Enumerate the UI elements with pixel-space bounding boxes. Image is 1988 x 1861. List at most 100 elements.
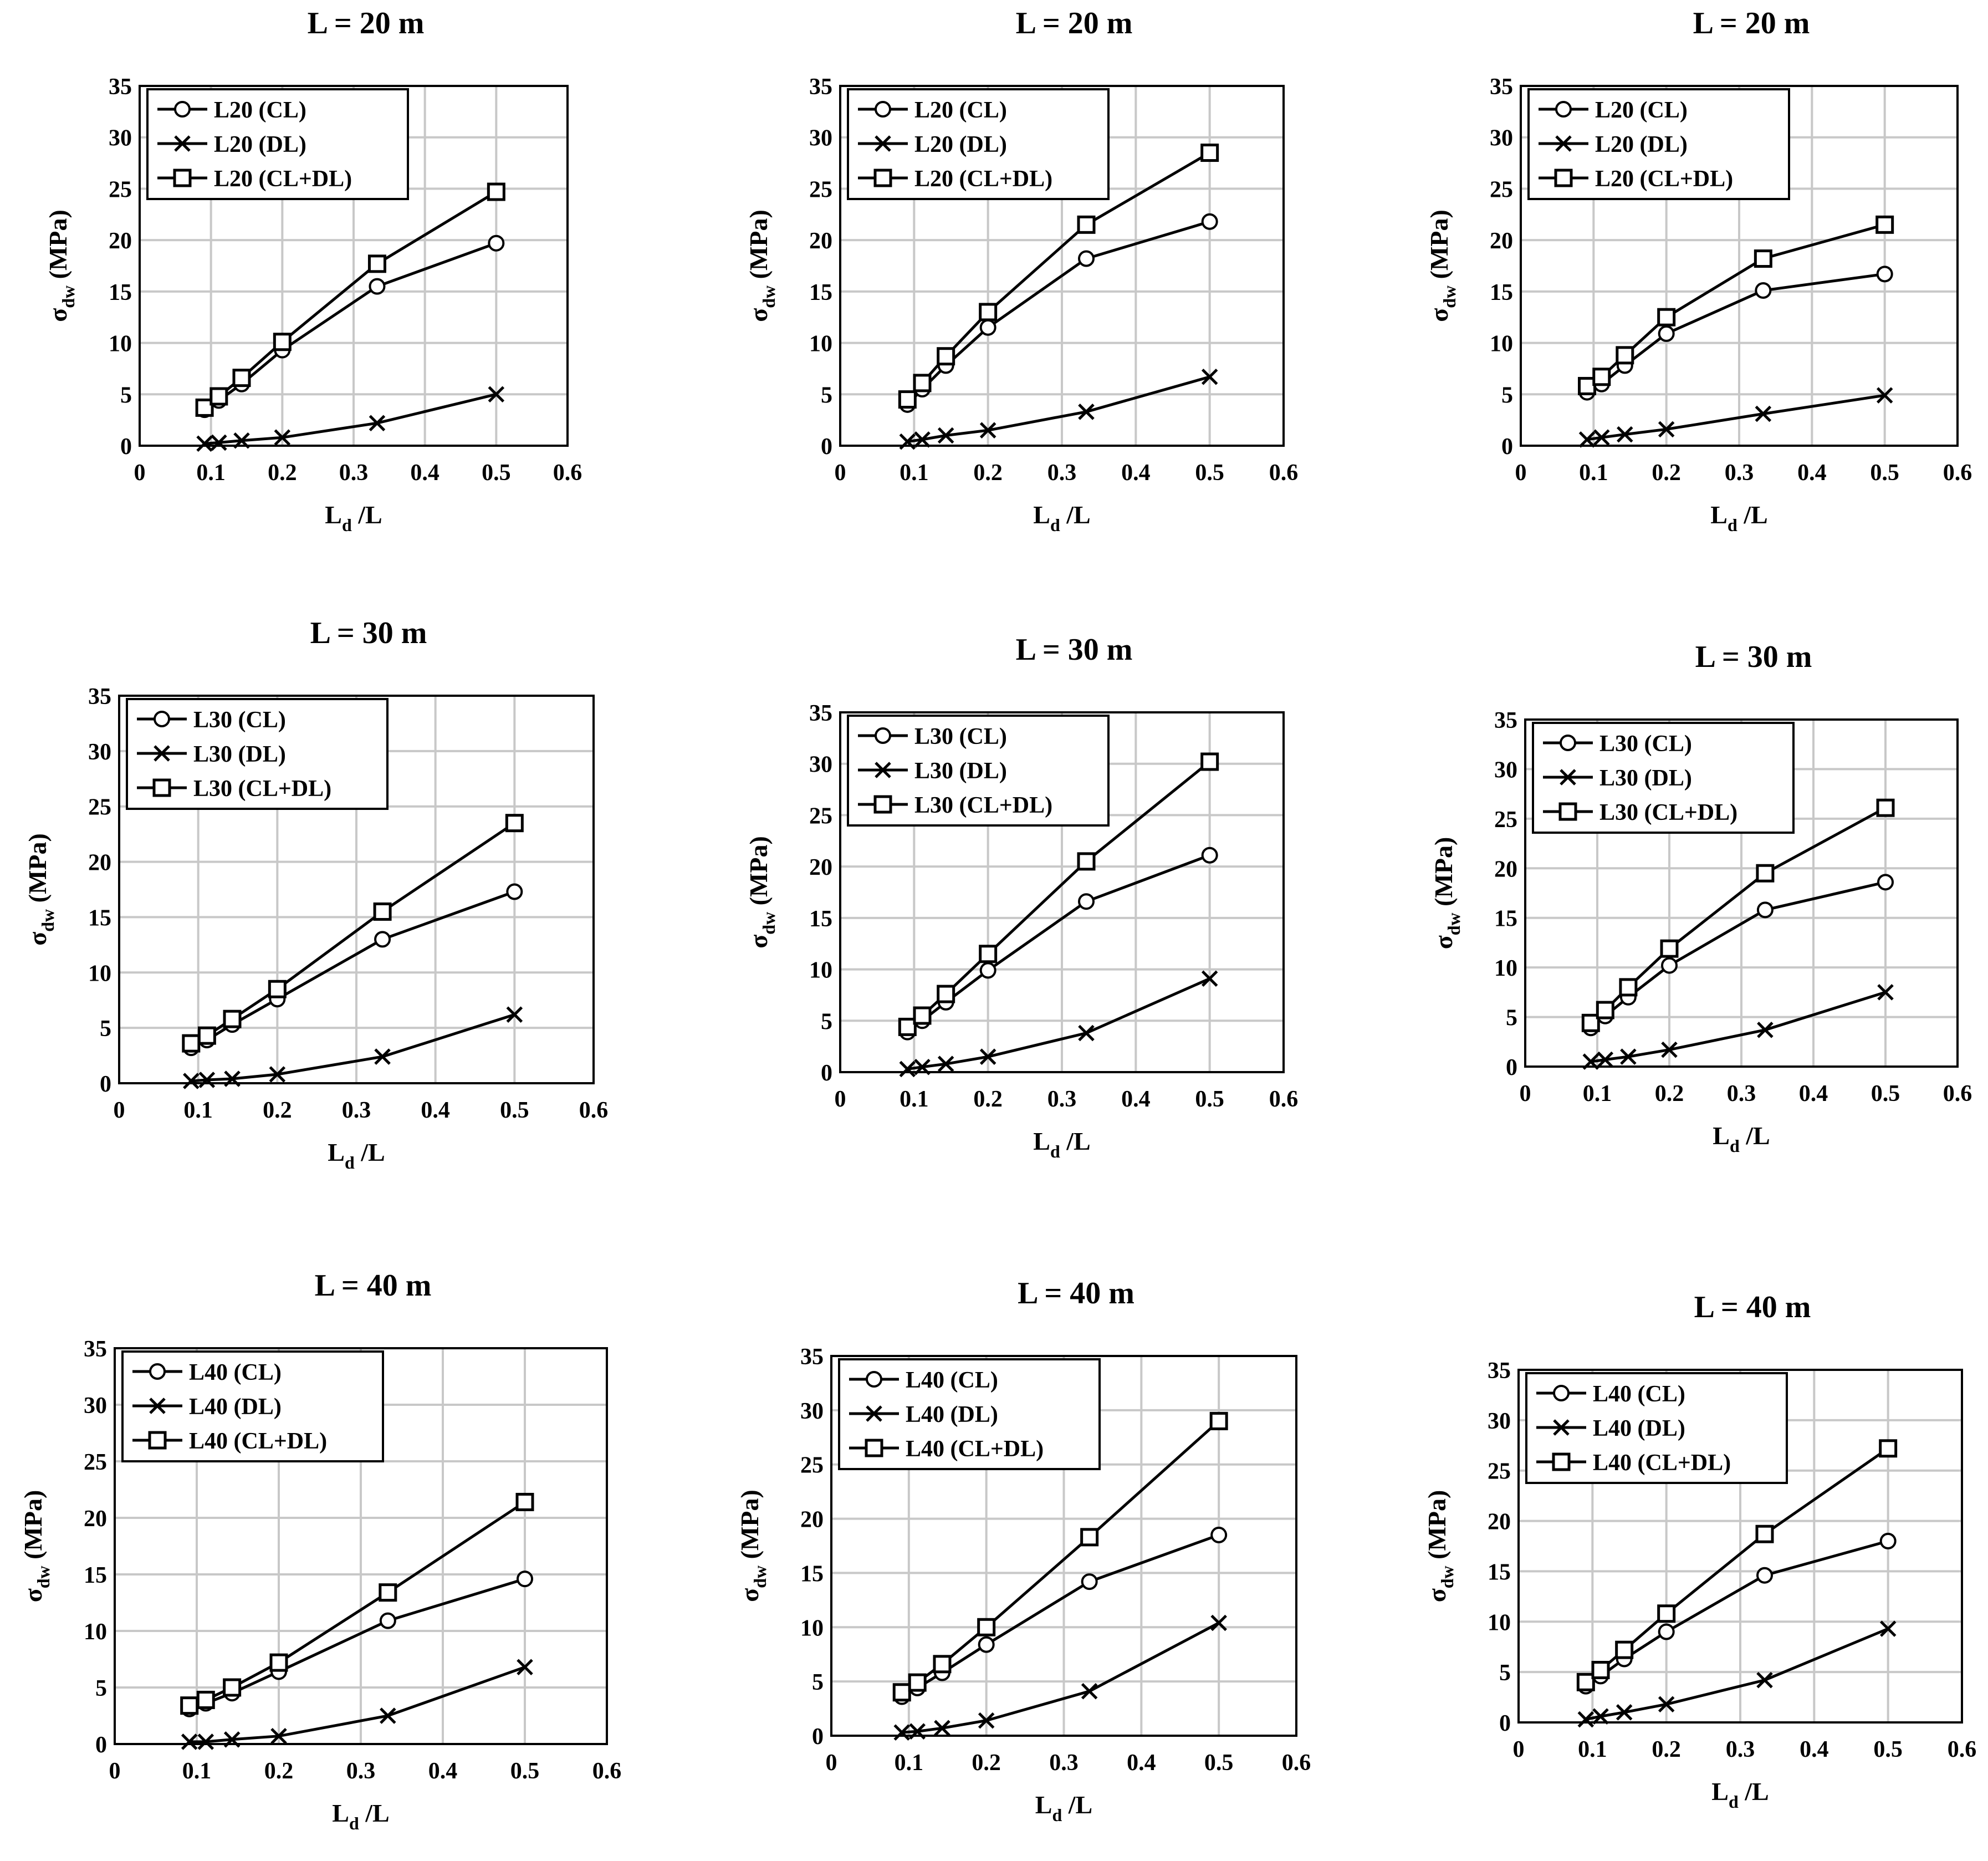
- series-x: [1578, 387, 1893, 448]
- y-axis-label-main: σ: [44, 308, 72, 322]
- y-tick-label: 10: [109, 332, 132, 357]
- data-point: [899, 433, 916, 450]
- data-point: [1755, 1525, 1774, 1543]
- y-tick-label: 5: [120, 383, 132, 408]
- legend-marker-circle: [154, 711, 170, 727]
- x-marker-stroke: [1597, 1051, 1614, 1068]
- x-marker-stroke: [979, 422, 996, 439]
- legend-label: L20 (DL): [1595, 132, 1688, 157]
- data-point: [1661, 1041, 1678, 1058]
- x-marker-stroke: [937, 427, 954, 444]
- data-point: [1658, 1623, 1675, 1640]
- data-point: [1576, 1673, 1595, 1691]
- x-marker-stroke: [380, 1707, 396, 1724]
- x-marker-stroke: [914, 1058, 931, 1075]
- data-point: [1200, 752, 1219, 771]
- x-tick-label: 0.1: [1578, 1737, 1607, 1762]
- x-axis-label-main: L: [1033, 1127, 1050, 1155]
- x-tick-label: 0.3: [1726, 1737, 1755, 1762]
- x-marker-stroke: [1877, 984, 1894, 1001]
- x-axis-label-sub: d: [342, 515, 352, 535]
- y-tick-label: 35: [800, 1344, 824, 1370]
- x-tick-label: 0: [826, 1750, 837, 1776]
- y-tick-label: 0: [821, 434, 832, 460]
- y-axis-label-sub: dw: [33, 1566, 53, 1588]
- y-axis-label-main: σ: [744, 308, 773, 322]
- y-tick-label: 0: [120, 434, 132, 460]
- x-tick-label: 0.4: [1121, 460, 1151, 486]
- data-point: [978, 1636, 995, 1653]
- legend-label: L20 (CL+DL): [914, 166, 1052, 192]
- x-marker-stroke: [369, 415, 386, 431]
- x-marker-stroke: [1617, 426, 1633, 443]
- legend-label: L40 (CL+DL): [906, 1436, 1044, 1462]
- y-tick-label: 20: [1494, 856, 1517, 882]
- data-point: [898, 390, 917, 409]
- x-tick-label: 0.2: [263, 1098, 292, 1123]
- x-axis-label-tail: /L: [1062, 1791, 1092, 1819]
- data-point: [1078, 893, 1095, 910]
- series-square: [1578, 215, 1894, 395]
- chart-panel-1: 0 0.1 0.2 0.3 0.4 0.5 0.6 0 5 10 15 20 25 30 35 L = 20 …: [44, 6, 582, 535]
- series-line: [1590, 991, 1886, 1063]
- x-axis-label-sub: d: [1052, 1805, 1062, 1825]
- chart-title: L = 20 m: [1016, 6, 1133, 40]
- x-tick-label: 0.3: [339, 460, 369, 486]
- data-point: [379, 1612, 396, 1629]
- x-tick-label: 0.1: [900, 460, 929, 486]
- x-marker-stroke: [1555, 135, 1572, 152]
- legend: L30 (CL) L30 (DL) L30 (CL+DL): [126, 698, 389, 810]
- x-tick-label: 0.3: [1049, 1750, 1079, 1776]
- data-point: [1658, 325, 1675, 342]
- legend-marker-x: [174, 135, 191, 152]
- y-tick-label: 15: [1494, 906, 1517, 932]
- x-axis-label: Ld /L: [1711, 1777, 1769, 1812]
- legend-label: L40 (DL): [189, 1394, 282, 1420]
- x-marker-stroke: [1876, 387, 1893, 404]
- x-tick-label: 0.1: [182, 1758, 212, 1784]
- x-marker-stroke: [233, 432, 250, 449]
- data-point: [1077, 852, 1096, 871]
- x-marker-stroke: [1553, 1419, 1570, 1436]
- y-axis-label: σdw (MPa): [744, 210, 779, 322]
- x-tick-label: 0.2: [268, 460, 297, 486]
- legend-marker-x: [875, 135, 891, 152]
- y-axis-label: σdw (MPa): [1425, 210, 1459, 322]
- x-axis-label-main: L: [1710, 501, 1728, 529]
- x-tick-label: 0: [1520, 1081, 1531, 1107]
- x-marker-stroke: [1582, 1053, 1599, 1070]
- y-axis-label: σdw (MPa): [735, 1490, 770, 1602]
- y-tick-label: 35: [809, 701, 832, 726]
- y-tick-label: 25: [800, 1453, 824, 1478]
- y-tick-label: 25: [109, 177, 132, 202]
- data-point: [505, 814, 524, 833]
- x-marker-stroke: [149, 1398, 166, 1414]
- legend-entry: L40 (CL): [132, 1360, 282, 1385]
- legend-entry: L40 (CL+DL): [849, 1436, 1044, 1462]
- x-tick-label: 0: [1515, 460, 1527, 486]
- x-tick-label: 0.6: [592, 1758, 622, 1784]
- data-point: [979, 1048, 996, 1065]
- data-point: [233, 432, 250, 449]
- chart-title: L = 30 m: [1016, 633, 1133, 667]
- legend-label: L40 (CL): [906, 1368, 998, 1393]
- data-point: [893, 1724, 911, 1741]
- series-square: [182, 814, 524, 1053]
- y-axis-label-main: σ: [1425, 308, 1453, 322]
- y-tick-label: 30: [84, 1393, 107, 1419]
- legend-marker-square: [865, 1439, 883, 1457]
- data-point: [1756, 901, 1774, 919]
- legend-label: L30 (DL): [1599, 766, 1692, 791]
- y-tick-label: 15: [809, 906, 832, 932]
- data-point: [899, 1060, 916, 1078]
- x-marker-stroke: [488, 386, 505, 403]
- x-tick-label: 0: [134, 460, 146, 486]
- data-point: [933, 1655, 952, 1674]
- series-x: [893, 1614, 1227, 1741]
- data-point: [1756, 1671, 1773, 1689]
- legend: L40 (CL) L40 (DL) L40 (CL+DL): [838, 1358, 1101, 1470]
- x-marker-stroke: [978, 1712, 995, 1729]
- data-point: [1210, 1526, 1228, 1543]
- series-circle: [899, 213, 1218, 413]
- legend-label: L20 (CL): [214, 98, 306, 123]
